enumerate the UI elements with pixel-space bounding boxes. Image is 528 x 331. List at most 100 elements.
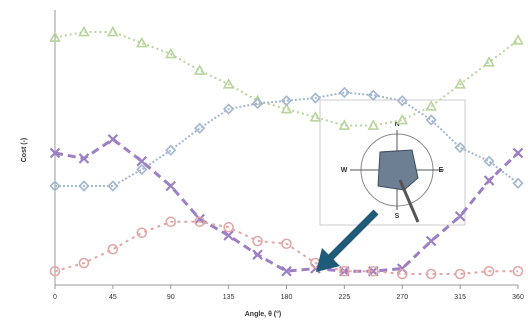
- marker: [512, 147, 524, 159]
- marker: [135, 36, 148, 48]
- x-axis-label: Angle, θ (°): [245, 310, 282, 318]
- series-line: [54, 220, 518, 275]
- arrow-shaft: [327, 209, 379, 261]
- marker-shape: [107, 243, 119, 255]
- marker: [338, 119, 351, 130]
- series-line: [54, 31, 519, 127]
- marker: [49, 31, 61, 42]
- marker: [222, 78, 235, 89]
- marker-shape: [136, 227, 148, 239]
- compass-label: E: [439, 167, 444, 174]
- marker: [425, 268, 437, 280]
- marker-shape: [396, 263, 408, 274]
- marker: [165, 216, 177, 228]
- x-tick-label: 90: [167, 294, 175, 301]
- marker-shape: [164, 47, 177, 59]
- marker-shape: [396, 268, 408, 280]
- marker-shape: [483, 155, 495, 167]
- marker: [136, 163, 148, 176]
- x-tick-label: 135: [223, 294, 235, 301]
- marker: [368, 265, 379, 277]
- marker: [222, 103, 235, 115]
- marker: [367, 119, 380, 130]
- marker: [512, 265, 524, 277]
- marker: [194, 122, 206, 134]
- marker: [194, 216, 205, 228]
- marker-shape: [136, 155, 148, 167]
- series-line: [55, 91, 519, 187]
- marker-shape: [483, 265, 495, 277]
- marker-shape: [78, 153, 90, 164]
- marker: [136, 227, 148, 239]
- marker-shape: [425, 100, 438, 111]
- marker-shape: [49, 265, 61, 277]
- marker: [425, 114, 437, 126]
- marker-shape: [396, 113, 409, 125]
- marker: [49, 147, 61, 159]
- marker: [309, 111, 322, 122]
- marker: [483, 56, 495, 67]
- marker: [396, 95, 408, 107]
- marker: [251, 97, 264, 110]
- marker-shape: [49, 147, 61, 159]
- marker-shape: [309, 111, 322, 122]
- marker: [107, 180, 119, 192]
- marker: [281, 265, 292, 277]
- marker-shape: [367, 89, 379, 101]
- marker: [367, 89, 379, 101]
- marker: [454, 210, 466, 222]
- marker: [454, 268, 466, 280]
- marker: [483, 155, 495, 167]
- compass-needle: [398, 179, 420, 223]
- marker-shape: [454, 78, 466, 89]
- marker-shape: [338, 119, 351, 130]
- x-tick-label: 0: [53, 294, 57, 301]
- marker-shape: [136, 163, 148, 176]
- marker-shape: [49, 180, 61, 192]
- marker-shape: [194, 122, 206, 134]
- marker: [425, 235, 437, 247]
- marker: [338, 86, 351, 99]
- marker-shape: [281, 265, 292, 277]
- marker: [78, 153, 90, 164]
- marker: [136, 155, 148, 167]
- marker: [223, 230, 234, 241]
- arrow-head: [316, 248, 340, 272]
- marker-shape: [194, 213, 205, 225]
- x-tick-label: 315: [454, 294, 466, 301]
- marker: [483, 175, 495, 186]
- marker-shape: [78, 25, 90, 37]
- marker: [165, 144, 177, 156]
- marker-shape: [367, 119, 380, 130]
- marker-shape: [483, 56, 495, 67]
- marker: [454, 78, 466, 89]
- marker: [339, 265, 350, 277]
- compass-label: W: [341, 167, 348, 174]
- marker: [483, 265, 495, 277]
- marker: [252, 249, 263, 261]
- marker-shape: [281, 238, 292, 250]
- marker-shape: [165, 144, 177, 156]
- marker: [425, 100, 438, 111]
- marker-shape: [454, 141, 466, 154]
- marker-shape: [107, 133, 119, 145]
- marker: [512, 177, 524, 189]
- x-tick-label: 270: [396, 294, 408, 301]
- marker: [193, 64, 206, 75]
- marker-shape: [135, 36, 148, 48]
- marker-shape: [280, 102, 293, 114]
- marker: [107, 133, 119, 145]
- marker: [281, 238, 292, 250]
- marker: [280, 102, 293, 114]
- marker-shape: [78, 180, 90, 192]
- y-axis-label: Cost (-): [21, 138, 28, 163]
- marker: [454, 141, 466, 154]
- marker-shape: [512, 265, 524, 277]
- marker-shape: [512, 34, 524, 45]
- compass-body: [377, 149, 419, 191]
- marker-shape: [193, 64, 206, 75]
- marker: [49, 180, 61, 192]
- marker: [107, 25, 119, 37]
- marker: [223, 221, 234, 233]
